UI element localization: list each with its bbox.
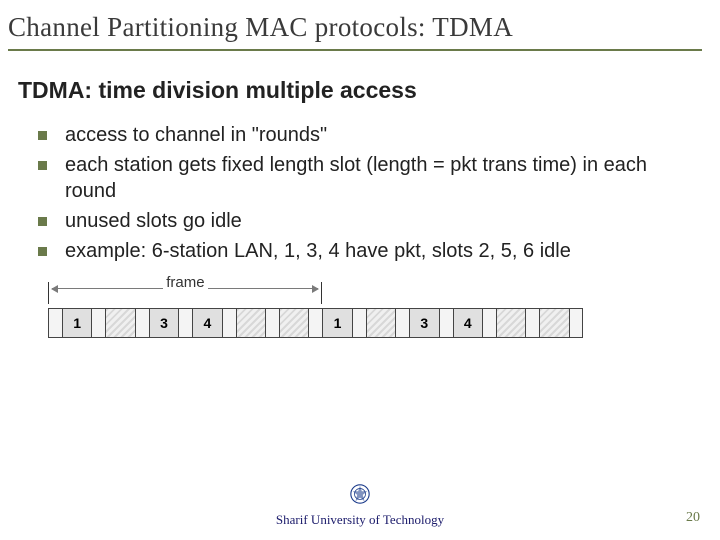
bullet-text: unused slots go idle [65,208,242,234]
slot [279,308,308,338]
bullet-marker-icon [38,161,47,170]
slot [395,308,409,338]
slot [91,308,105,338]
slot: 4 [453,308,482,338]
bullet-marker-icon [38,131,47,140]
slot [366,308,395,338]
slot [105,308,134,338]
slide-subtitle: TDMA: time division multiple access [18,77,702,104]
university-logo-icon [349,483,371,505]
slot [569,308,583,338]
slot [525,308,539,338]
slot: 4 [192,308,221,338]
title-underline: Channel Partitioning MAC protocols: TDMA [8,12,702,51]
slot: 3 [149,308,178,338]
slot [496,308,525,338]
slot: 1 [322,308,351,338]
slot [539,308,568,338]
slots-row: 134134 [48,308,608,338]
slot [48,308,62,338]
slot: 3 [409,308,438,338]
tdma-diagram: frame 134134 [48,276,608,338]
slot [135,308,149,338]
slot [178,308,192,338]
slot [439,308,453,338]
slot [308,308,322,338]
bullet-item: access to channel in "rounds" [38,122,672,148]
bullet-item: unused slots go idle [38,208,672,234]
bullet-text: each station gets fixed length slot (len… [65,152,672,204]
bullet-marker-icon [38,217,47,226]
frame-bracket-row: frame [48,276,608,308]
frame-bracket-left [48,282,49,304]
footer-institution: Sharif University of Technology [276,512,444,528]
slot [222,308,236,338]
frame-bracket-right [321,282,322,304]
slide-title: Channel Partitioning MAC protocols: TDMA [8,12,702,43]
page-number: 20 [686,510,700,526]
bullet-text: access to channel in "rounds" [65,122,327,148]
bullet-item: each station gets fixed length slot (len… [38,152,672,204]
slot: 1 [62,308,91,338]
slide: Channel Partitioning MAC protocols: TDMA… [0,0,720,540]
slot [236,308,265,338]
slot [482,308,496,338]
bullet-marker-icon [38,247,47,256]
footer: Sharif University of Technology [0,483,720,528]
bullet-list: access to channel in "rounds" each statio… [38,122,672,264]
footer-center: Sharif University of Technology [276,483,444,528]
slot [352,308,366,338]
frame-label: frame [163,274,207,291]
bullet-text: example: 6-station LAN, 1, 3, 4 have pkt… [65,238,571,264]
slot [265,308,279,338]
bullet-item: example: 6-station LAN, 1, 3, 4 have pkt… [38,238,672,264]
